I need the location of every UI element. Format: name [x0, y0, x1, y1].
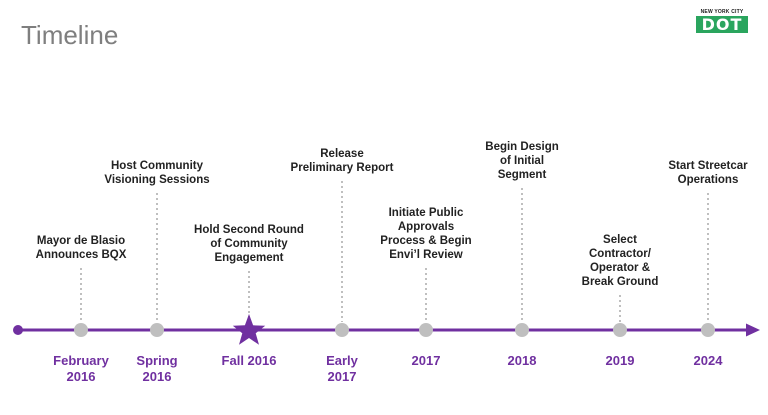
milestone-date-line: 2017 — [411, 353, 441, 368]
milestone-date-line: Fall 2016 — [221, 353, 277, 368]
milestone-event-line: Approvals — [397, 221, 455, 233]
milestone-event-line: Segment — [497, 169, 547, 181]
milestone-event-line: Start Streetcar — [668, 160, 748, 172]
milestone-event-line: of Initial — [499, 155, 545, 167]
milestone-date-label: Spring 2016 — [136, 353, 177, 385]
timeline-arrowhead — [746, 323, 760, 337]
timeline-start-dot — [13, 325, 23, 335]
milestone-event-line: Hold Second Round — [194, 224, 304, 236]
page-title: Timeline — [21, 20, 119, 50]
logo-city-text: NEW YORK CITY — [700, 9, 744, 15]
milestone-event-label: Hold Second Round of Community Engagement — [194, 223, 304, 265]
milestone-date-line: Spring — [136, 353, 178, 368]
milestone-date-label: 2024 — [694, 353, 723, 369]
milestone-marker — [74, 323, 88, 337]
milestone-event-line: Engagement — [214, 252, 284, 264]
milestone-event-line: Envi’l Review — [389, 249, 463, 261]
milestone-event-label: Start Streetcar Operations — [668, 159, 747, 187]
milestone-date-label: Early 2017 — [326, 353, 358, 385]
milestone-event-label: Begin Design of Initial Segment — [485, 140, 558, 182]
milestone-event-line: Select — [603, 234, 637, 246]
milestone-date-label: 2019 — [606, 353, 635, 369]
milestone-event-line: Release — [320, 148, 364, 160]
milestone-marker — [335, 323, 349, 337]
milestone-date-line: 2017 — [327, 369, 357, 384]
milestone-marker — [150, 323, 164, 337]
milestone-event-line: Contractor/ — [589, 248, 651, 260]
milestone-marker — [613, 323, 627, 337]
milestone-date-line: February — [53, 353, 109, 368]
milestone-date-label: 2017 — [412, 353, 441, 369]
milestone-marker — [701, 323, 715, 337]
milestone-event-label: Select Contractor/Operator & Break Ground — [582, 233, 659, 289]
milestone-event-label: Host Community Visioning Sessions — [104, 159, 209, 187]
milestone-date-line: 2019 — [605, 353, 635, 368]
milestone-star-icon — [232, 314, 266, 345]
milestone-event-line: of Community — [210, 238, 288, 250]
milestone-event-line: Operator & — [589, 262, 651, 274]
milestone-event-line: Mayor de Blasio — [36, 235, 126, 247]
milestone-date-line: 2018 — [507, 353, 537, 368]
logo-dot-text: DOT — [696, 16, 748, 33]
milestone-date-label: Fall 2016 — [222, 353, 277, 369]
milestone-event-line: Process & Begin — [380, 235, 472, 247]
milestone-event-line: Visioning Sessions — [104, 174, 210, 186]
milestone-marker — [419, 323, 433, 337]
milestone-event-line: Begin Design — [485, 141, 559, 153]
milestone-event-line: Initiate Public — [388, 207, 464, 219]
milestone-event-label: Release Preliminary Report — [291, 147, 394, 175]
milestone-event-line: Announces BQX — [35, 249, 127, 261]
milestone-marker — [515, 323, 529, 337]
milestone-date-line: 2016 — [66, 369, 96, 384]
milestone-date-line: Early — [326, 353, 358, 368]
milestone-event-line: Break Ground — [581, 276, 659, 288]
milestone-date-line: 2024 — [693, 353, 723, 368]
milestone-date-label: 2018 — [508, 353, 537, 369]
milestone-date-line: 2016 — [142, 369, 172, 384]
milestone-date-label: February 2016 — [53, 353, 109, 385]
milestone-event-label: Mayor de Blasio Announces BQX — [36, 234, 127, 262]
milestone-event-line: Operations — [677, 174, 739, 186]
milestone-event-label: Initiate Public Approvals Process & Begin E… — [380, 206, 471, 262]
milestone-event-line: Host Community — [111, 160, 203, 172]
nyc-dot-logo: NEW YORK CITY DOT — [696, 9, 748, 35]
milestone-event-line: Preliminary Report — [290, 162, 394, 174]
